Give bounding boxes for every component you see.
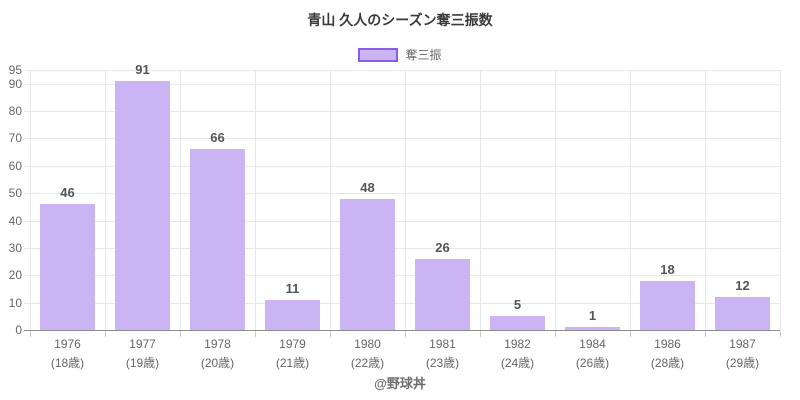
x-axis-year-label: 1981 [429, 337, 456, 351]
x-axis-tick-mark [780, 331, 781, 337]
bar-1986 [640, 281, 695, 330]
bar-value-label: 18 [660, 262, 675, 277]
x-axis-age-label: (20歳) [200, 356, 235, 370]
bar-value-label: 46 [60, 185, 75, 200]
gridline-vertical [705, 70, 706, 330]
bar-1977 [115, 81, 170, 330]
x-axis-year-label: 1978 [204, 337, 231, 351]
gridline-vertical [480, 70, 481, 330]
bar-value-label: 26 [435, 240, 450, 255]
gridline-horizontal [24, 70, 780, 71]
y-axis-tick-label: 0 [15, 323, 22, 337]
x-axis-year-label: 1982 [504, 337, 531, 351]
bar-value-label: 66 [210, 130, 225, 145]
x-axis-tick-mark [180, 331, 181, 337]
bar-1987 [715, 297, 770, 330]
x-axis-year-label: 1976 [54, 337, 81, 351]
bar-value-label: 5 [513, 297, 522, 312]
x-axis-line [24, 330, 780, 331]
bar-value-label: 48 [360, 180, 375, 195]
bar-1982 [490, 316, 545, 330]
x-axis-year-label: 1986 [654, 337, 681, 351]
y-axis-tick-label: 60 [8, 159, 22, 173]
gridline-horizontal [24, 166, 780, 167]
y-axis-tick-label: 50 [8, 186, 22, 200]
x-axis-tick-mark [255, 331, 256, 337]
y-axis-tick-label: 40 [8, 214, 22, 228]
chart-title: 青山 久人のシーズン奪三振数 [307, 12, 493, 28]
y-axis-tick-label: 95 [8, 63, 22, 77]
bar-1978 [190, 149, 245, 330]
x-axis-tick-mark [30, 331, 31, 337]
bar-1979 [265, 300, 320, 330]
x-axis-age-label: (22歳) [350, 356, 385, 370]
gridline-vertical [255, 70, 256, 330]
y-axis-tick-label: 70 [8, 131, 22, 145]
legend-swatch-icon[interactable] [358, 47, 399, 62]
bar-1980 [340, 199, 395, 330]
x-axis-tick-mark [405, 331, 406, 337]
x-axis-year-label: 1980 [354, 337, 381, 351]
gridline-vertical [105, 70, 106, 330]
x-axis-age-label: (21歳) [275, 356, 310, 370]
bar-value-label: 1 [588, 308, 597, 323]
y-axis-tick-label: 80 [8, 104, 22, 118]
gridline-horizontal [24, 221, 780, 222]
x-axis-age-label: (23歳) [425, 356, 460, 370]
y-axis-tick-label: 20 [8, 268, 22, 282]
x-axis-year-label: 1977 [129, 337, 156, 351]
x-axis-tick-mark [555, 331, 556, 337]
x-axis-tick-mark [330, 331, 331, 337]
bar-value-label: 11 [285, 281, 300, 296]
gridline-vertical [180, 70, 181, 330]
x-axis-age-label: (24歳) [500, 356, 535, 370]
bar-value-label: 91 [135, 62, 150, 77]
x-axis-age-label: (28歳) [650, 356, 685, 370]
legend-item-label[interactable]: 奪三振 [405, 48, 442, 62]
x-axis-age-label: (26歳) [575, 356, 610, 370]
gridline-horizontal [24, 248, 780, 249]
bar-1976 [40, 204, 95, 330]
x-axis-tick-mark [480, 331, 481, 337]
x-axis-age-label: (29歳) [725, 356, 760, 370]
gridline-horizontal [24, 111, 780, 112]
x-axis-tick-mark [705, 331, 706, 337]
y-axis-tick-label: 10 [8, 296, 22, 310]
bar-value-label: 12 [735, 278, 750, 293]
bar-1984 [565, 327, 620, 330]
gridline-vertical [555, 70, 556, 330]
x-axis-year-label: 1987 [729, 337, 756, 351]
x-axis-tick-mark [630, 331, 631, 337]
y-axis-tick-label: 90 [8, 77, 22, 91]
x-axis-tick-mark [105, 331, 106, 337]
x-axis-age-label: (19歳) [125, 356, 160, 370]
chart-legend: 奪三振 [0, 46, 800, 63]
chart-credit: @野球丼 [374, 376, 426, 391]
gridline-horizontal [24, 275, 780, 276]
gridline-vertical [30, 70, 31, 330]
gridline-horizontal [24, 193, 780, 194]
gridline-horizontal [24, 84, 780, 85]
gridline-horizontal [24, 303, 780, 304]
bar-1981 [415, 259, 470, 330]
gridline-vertical [330, 70, 331, 330]
x-axis-age-label: (18歳) [50, 356, 85, 370]
y-axis-tick-label: 30 [8, 241, 22, 255]
gridline-horizontal [24, 138, 780, 139]
x-axis-year-label: 1979 [279, 337, 306, 351]
x-axis-year-label: 1984 [579, 337, 606, 351]
gridline-vertical [630, 70, 631, 330]
gridline-vertical [405, 70, 406, 330]
gridline-vertical [780, 70, 781, 330]
